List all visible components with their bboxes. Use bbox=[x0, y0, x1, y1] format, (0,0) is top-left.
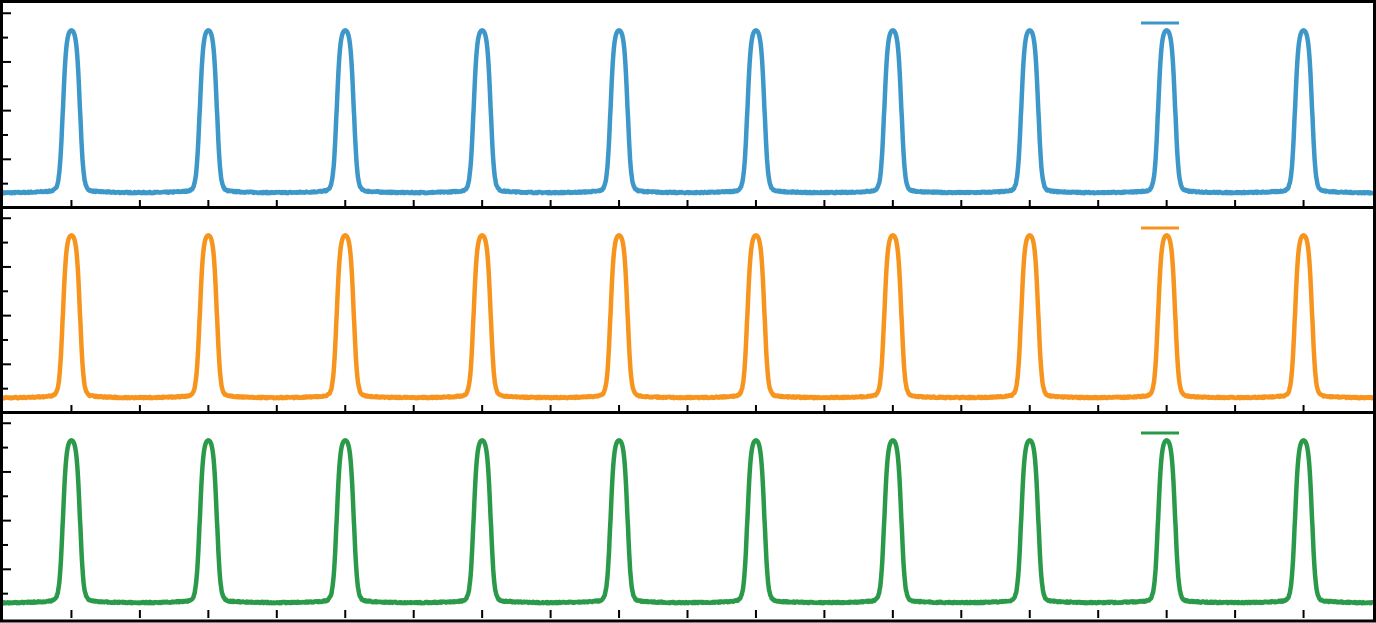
panel-3 bbox=[0, 422, 1375, 618]
panel-2 bbox=[0, 217, 1375, 413]
panel-1 bbox=[0, 12, 1375, 208]
series-line-3 bbox=[0, 438, 1375, 606]
series-line-2 bbox=[0, 233, 1375, 401]
series-line-1 bbox=[0, 28, 1375, 196]
